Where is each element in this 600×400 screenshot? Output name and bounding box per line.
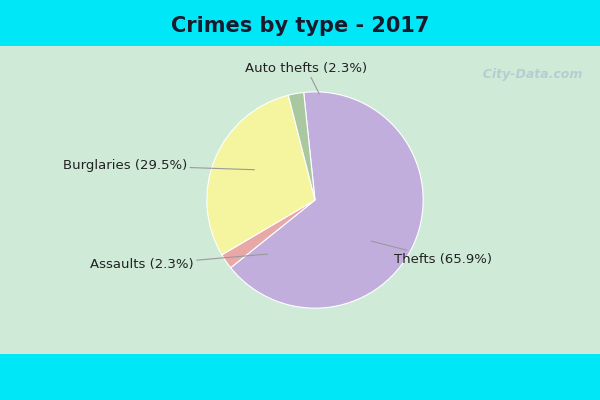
Text: City-Data.com: City-Data.com [473, 68, 582, 80]
Text: Crimes by type - 2017: Crimes by type - 2017 [171, 16, 429, 36]
Text: Thefts (65.9%): Thefts (65.9%) [371, 241, 492, 266]
Wedge shape [222, 200, 315, 268]
Text: Auto thefts (2.3%): Auto thefts (2.3%) [245, 62, 367, 94]
Text: Assaults (2.3%): Assaults (2.3%) [90, 254, 268, 271]
Text: Burglaries (29.5%): Burglaries (29.5%) [63, 159, 254, 172]
Wedge shape [289, 92, 315, 200]
Wedge shape [207, 95, 315, 255]
Wedge shape [230, 92, 423, 308]
